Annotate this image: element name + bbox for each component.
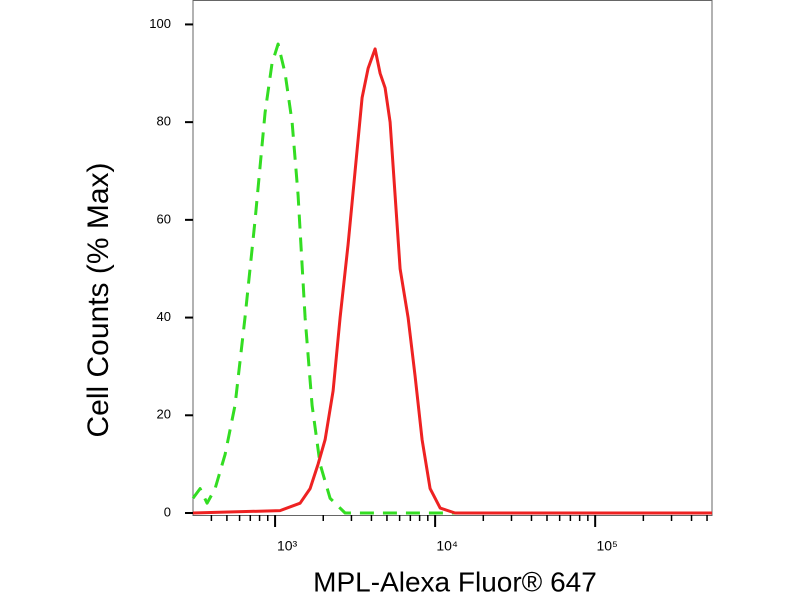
x-tick-label: 10⁴ (436, 538, 458, 554)
y-tick-label: 100 (149, 16, 171, 31)
y-axis-title: Cell Counts (% Max) (82, 162, 115, 437)
histogram-line (192, 47, 712, 515)
y-tick-label: 80 (157, 114, 171, 129)
y-tick-label: 60 (157, 211, 171, 226)
histogram-line (191, 42, 712, 515)
y-tick-label: 40 (157, 309, 171, 324)
plot-frame (192, 0, 713, 516)
x-axis-title: MPL-Alexa Fluor® 647 (313, 566, 597, 597)
y-tick-label: 20 (157, 407, 171, 422)
x-tick-label: 10⁵ (596, 538, 617, 554)
x-tick-label: 10³ (277, 538, 298, 554)
y-tick-label: 0 (164, 504, 171, 519)
